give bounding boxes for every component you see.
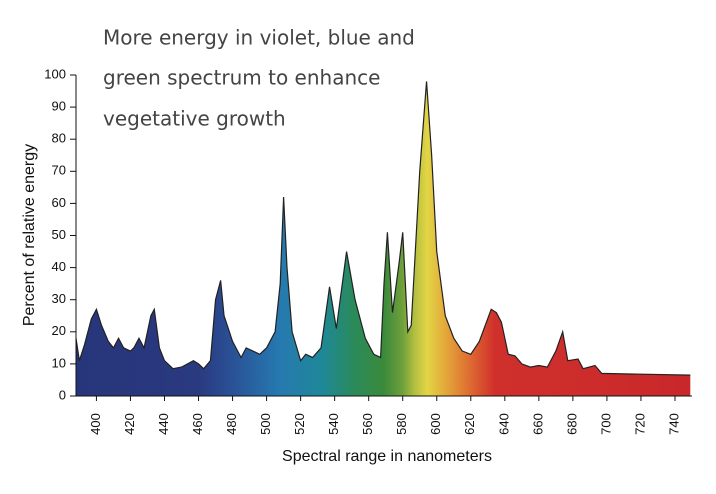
x-tick-label: 660 xyxy=(530,413,545,435)
y-tick-label: 90 xyxy=(52,99,66,114)
y-tick-label: 30 xyxy=(52,291,66,306)
x-tick-label: 520 xyxy=(292,413,307,435)
y-tick-label: 50 xyxy=(52,227,66,242)
y-axis-label: Percent of relative energy xyxy=(21,144,38,326)
x-tick-label: 480 xyxy=(224,413,239,435)
x-tick-label: 640 xyxy=(496,413,511,435)
x-tick-label: 600 xyxy=(428,413,443,435)
x-tick-label: 440 xyxy=(156,413,171,435)
x-tick-label: 460 xyxy=(190,413,205,435)
x-tick-label: 680 xyxy=(564,413,579,435)
x-tick-label: 720 xyxy=(632,413,647,435)
y-tick-label: 60 xyxy=(52,195,66,210)
annotation: green spectrum to enhance xyxy=(103,66,380,90)
y-tick-label: 20 xyxy=(52,323,66,338)
y-tick-label: 40 xyxy=(52,259,66,274)
y-tick-label: 100 xyxy=(44,66,66,81)
x-tick-label: 540 xyxy=(326,413,341,435)
x-tick-label: 420 xyxy=(122,413,137,435)
y-tick-label: 0 xyxy=(59,387,66,402)
x-tick-label: 560 xyxy=(360,413,375,435)
y-tick-label: 80 xyxy=(52,131,66,146)
x-tick-label: 700 xyxy=(598,413,613,435)
x-tick-label: 620 xyxy=(462,413,477,435)
x-tick-label: 580 xyxy=(394,413,409,435)
y-tick-label: 10 xyxy=(52,355,66,370)
x-tick-label: 500 xyxy=(258,413,273,435)
annotation: More energy in violet, blue and xyxy=(103,26,415,50)
x-tick-label: 400 xyxy=(88,413,103,435)
area-line xyxy=(75,81,691,376)
annotation: vegetative growth xyxy=(103,107,286,131)
x-axis-label: Spectral range in nanometers xyxy=(282,448,492,465)
x-tick-label: 740 xyxy=(666,413,681,435)
area-fill xyxy=(76,81,691,397)
y-tick-label: 70 xyxy=(52,163,66,178)
